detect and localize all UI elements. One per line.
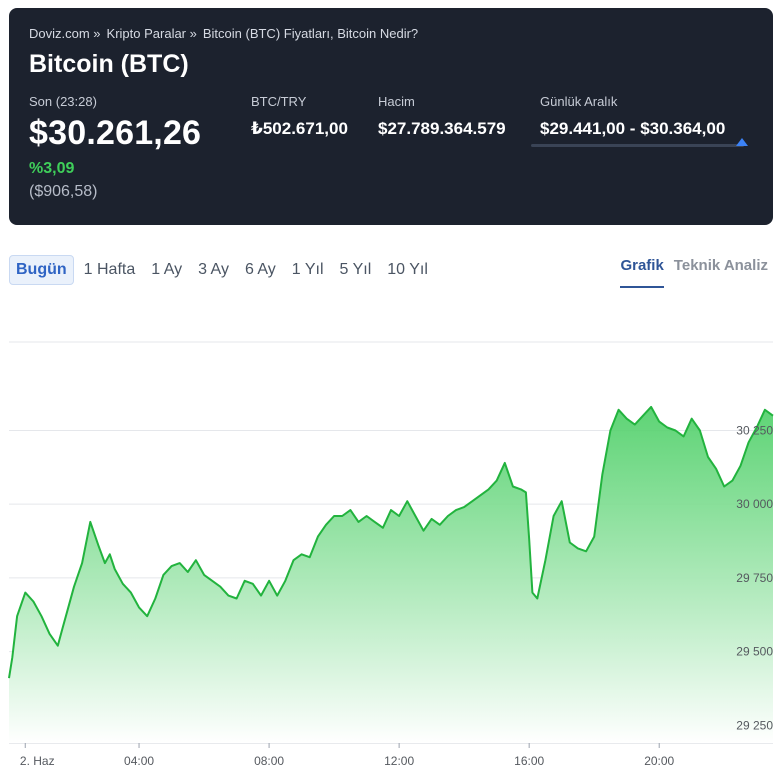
period-tab-10-years[interactable]: 10 Yıl (387, 261, 428, 278)
daily-range-label: Günlük Aralık (540, 94, 618, 109)
page-title: Bitcoin (BTC) (29, 50, 189, 78)
view-tabs: Grafik Teknik Analiz (620, 257, 768, 288)
y-tick-label: 29 250 (736, 718, 773, 732)
x-tick-label: 04:00 (124, 754, 154, 768)
x-tick-label: 20:00 (644, 754, 674, 768)
breadcrumb-home-link[interactable]: Doviz.com » (29, 26, 101, 41)
x-tick-label: 16:00 (514, 754, 544, 768)
daily-range-track (531, 144, 744, 147)
daily-range-marker-icon (736, 138, 749, 146)
price-line (8, 405, 774, 679)
breadcrumb-bitcoin-link[interactable]: Bitcoin (BTC) Fiyatları, Bitcoin Nedir? (202, 26, 419, 41)
volume-label: Hacim (378, 94, 415, 109)
period-tab-today[interactable]: Bugün (9, 255, 74, 285)
y-tick-label: 29 500 (736, 645, 773, 659)
breadcrumb-crypto-link[interactable]: Kripto Paralar » (106, 26, 197, 41)
price-chart: 29 250 29 500 29 750 30 000 30 250 2. Haz 04:… (8, 341, 774, 768)
period-tab-1-month[interactable]: 1 Ay (151, 261, 183, 278)
y-tick-label: 29 750 (736, 571, 773, 585)
change-amount: ($906,58) (29, 183, 98, 200)
period-tab-5-years[interactable]: 5 Yıl (339, 261, 372, 278)
period-tab-1-week[interactable]: 1 Hafta (83, 261, 136, 278)
x-tick-label: 12:00 (384, 754, 414, 768)
x-tick-label: 2. Haz (20, 754, 55, 768)
period-tab-1-year[interactable]: 1 Yıl (291, 261, 324, 278)
last-update-label: Son (23:28) (29, 94, 97, 109)
volume-value: $27.789.364.579 (378, 119, 506, 138)
last-price: $30.261,26 (29, 114, 202, 152)
y-tick-label: 30 250 (736, 423, 773, 437)
change-percent: %3,09 (29, 160, 75, 177)
price-area-fill (9, 406, 773, 743)
period-tabs: Bugün 1 Hafta 1 Ay 3 Ay 6 Ay 1 Yıl 5 Yıl… (9, 255, 438, 285)
price-header-card: Doviz.com » Kripto Paralar » Bitcoin (BT… (9, 8, 773, 225)
btc-try-value: ₺502.671,00 (251, 119, 348, 138)
daily-range-value: $29.441,00 - $30.364,00 (540, 119, 726, 138)
tab-chart[interactable]: Grafik (620, 257, 664, 288)
tab-technical-analysis[interactable]: Teknik Analiz (673, 257, 768, 274)
breadcrumb: Doviz.com » Kripto Paralar » Bitcoin (BT… (29, 26, 418, 41)
period-tab-6-months[interactable]: 6 Ay (244, 261, 276, 278)
period-tab-3-months[interactable]: 3 Ay (198, 261, 229, 278)
y-tick-label: 30 000 (736, 497, 773, 511)
x-tick-label: 08:00 (254, 754, 284, 768)
btc-try-label: BTC/TRY (251, 94, 307, 109)
